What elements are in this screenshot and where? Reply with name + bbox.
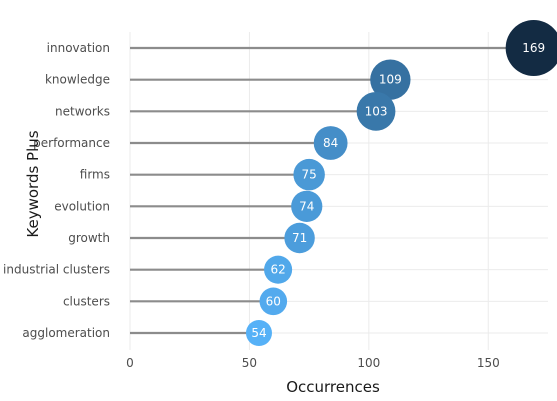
data-label: 74 bbox=[299, 199, 314, 213]
x-tick-label: 150 bbox=[477, 356, 500, 370]
y-tick-label: innovation bbox=[47, 41, 110, 55]
data-label: 62 bbox=[270, 263, 285, 277]
lollipop-bubble bbox=[293, 158, 325, 191]
y-tick-label: agglomeration bbox=[22, 326, 110, 340]
y-tick-label: evolution bbox=[54, 199, 110, 213]
lollipop-bubble bbox=[356, 91, 396, 131]
lollipop-bubble bbox=[370, 59, 411, 100]
data-label: 54 bbox=[251, 326, 266, 340]
data-label: 84 bbox=[323, 136, 338, 150]
bubble-layer: 169 109 103 84 75 74 71 62 60 54 bbox=[245, 20, 557, 346]
lollipop-bubble bbox=[264, 255, 293, 284]
data-label: 60 bbox=[266, 294, 281, 308]
lollipop-bubble bbox=[245, 320, 272, 346]
x-axis-title: Occurrences bbox=[286, 378, 380, 396]
y-tick-label: growth bbox=[68, 231, 110, 245]
y-tick-label: knowledge bbox=[45, 73, 110, 87]
lollipop-bubble bbox=[259, 287, 288, 316]
y-tick-labels: innovation knowledge networks performance fi… bbox=[3, 41, 110, 340]
stem-layer bbox=[130, 46, 534, 335]
lollipop-bubble bbox=[313, 126, 348, 160]
data-label: 109 bbox=[379, 73, 402, 87]
data-label: 103 bbox=[365, 104, 388, 118]
x-tick-label: 50 bbox=[242, 356, 257, 370]
x-tick-label: 100 bbox=[357, 356, 380, 370]
y-tick-label: clusters bbox=[63, 294, 110, 308]
lollipop-bubble bbox=[505, 20, 557, 76]
y-tick-label: firms bbox=[80, 168, 110, 182]
y-tick-label: networks bbox=[55, 104, 110, 118]
data-label: 169 bbox=[522, 41, 545, 55]
lollipop-bubble bbox=[291, 190, 323, 222]
lollipop-bubble bbox=[284, 222, 315, 254]
y-tick-label: performance bbox=[33, 136, 110, 150]
x-tick-label: 0 bbox=[126, 356, 134, 370]
data-label: 75 bbox=[302, 168, 317, 182]
data-label: 71 bbox=[292, 231, 307, 245]
x-tick-labels: 0 50 100 150 bbox=[126, 356, 500, 370]
y-axis-title: Keywords Plus bbox=[24, 130, 42, 237]
y-tick-label: industrial clusters bbox=[3, 263, 110, 277]
